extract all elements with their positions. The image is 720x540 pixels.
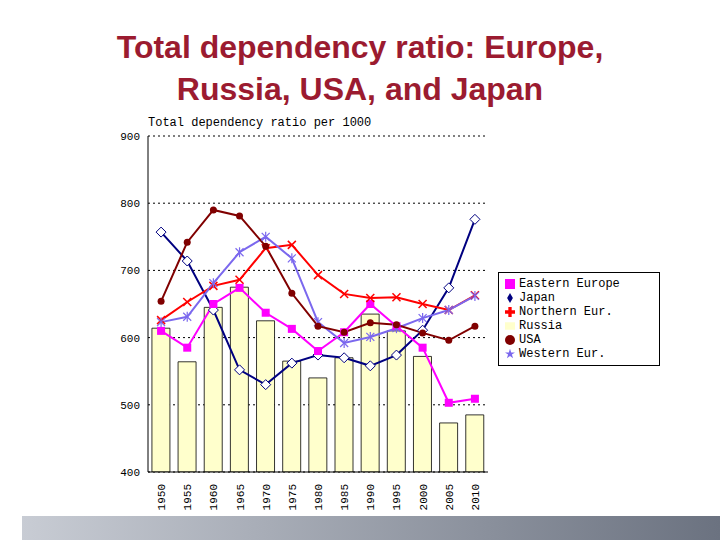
svg-text:1955: 1955: [182, 484, 194, 510]
svg-text:2000: 2000: [418, 484, 430, 510]
svg-text:1950: 1950: [156, 484, 168, 510]
svg-text:700: 700: [120, 265, 140, 277]
svg-text:1960: 1960: [208, 484, 220, 510]
svg-text:900: 900: [120, 131, 140, 143]
svg-text:1985: 1985: [339, 484, 351, 510]
html-text:Western Eur.: Western Eur.: [519, 347, 606, 361]
html-text:Total dependency ratio per 100: Total dependency ratio per 1000: [148, 116, 372, 130]
html-text:Northern Eur.: Northern Eur.: [519, 305, 613, 319]
svg-text:1965: 1965: [235, 484, 247, 510]
html-text:USA: USA: [519, 333, 541, 347]
html-text:Total dependency ratio: Europe: Total dependency ratio: Europe, Russia, …: [116, 29, 604, 107]
svg-text:1990: 1990: [365, 484, 377, 510]
svg-text:600: 600: [120, 333, 140, 345]
svg-text:400: 400: [120, 467, 140, 479]
svg-text:800: 800: [120, 198, 140, 210]
svg-text:500: 500: [120, 400, 140, 412]
svg-text:2010: 2010: [470, 484, 482, 510]
svg-text:2005: 2005: [444, 484, 456, 510]
html-text:Russia: Russia: [519, 319, 563, 333]
svg-text:1970: 1970: [261, 484, 273, 510]
svg-text:1980: 1980: [313, 484, 325, 510]
svg-text:1995: 1995: [391, 484, 403, 510]
html-text:Japan: Japan: [519, 291, 555, 305]
html-text:Eastern Europe: Eastern Europe: [519, 277, 620, 291]
svg-text:1975: 1975: [287, 484, 299, 510]
